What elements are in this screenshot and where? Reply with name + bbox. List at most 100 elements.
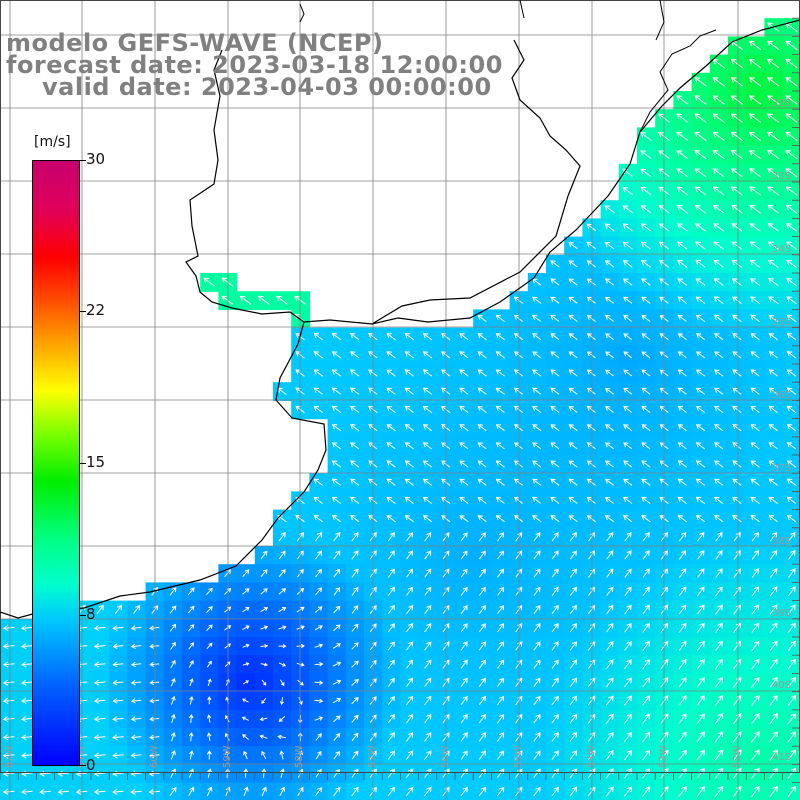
wind-arrow (495, 442, 505, 450)
wind-arrow (279, 697, 284, 706)
wind-arrow (624, 695, 632, 706)
wind-arrow (130, 788, 142, 795)
wind-arrow (422, 333, 433, 341)
wind-arrow (751, 640, 760, 652)
wind-arrow (551, 750, 559, 760)
wind-arrow (260, 625, 269, 630)
wind-arrow (787, 640, 796, 652)
wind-arrow (748, 58, 762, 69)
lon-label: 61W (76, 745, 87, 768)
wind-arrow (624, 550, 632, 560)
wind-arrow (331, 387, 342, 395)
wind-arrow (733, 622, 742, 633)
wind-arrow (478, 732, 486, 742)
wind-arrow (767, 223, 779, 232)
wind-arrow (351, 623, 359, 632)
wind-arrow (459, 369, 469, 377)
wind-arrow (351, 532, 359, 542)
wind-arrow (677, 314, 687, 322)
wind-arrow (533, 586, 541, 596)
wind-arrow (406, 550, 414, 560)
wind-arrow (550, 442, 560, 450)
wind-arrow (93, 734, 106, 741)
wind-arrow (460, 532, 468, 542)
wind-arrow (333, 786, 341, 797)
wind-arrow (731, 223, 743, 232)
wind-arrow (315, 750, 322, 760)
wind-arrow (533, 568, 541, 578)
wind-arrow (697, 550, 705, 560)
wind-arrow (768, 496, 778, 505)
wind-arrow (586, 405, 596, 413)
lon-label: 56W (440, 745, 451, 768)
wind-arrow (749, 223, 761, 232)
wind-arrow (768, 478, 778, 486)
wind-arrow (768, 515, 778, 523)
wind-arrow (697, 532, 705, 542)
lon-label: 60W (149, 745, 160, 768)
wind-arrow (351, 678, 359, 686)
wind-arrow (642, 586, 650, 597)
wind-arrow (349, 387, 360, 395)
wind-arrow (460, 641, 468, 651)
coastline (0, 0, 800, 619)
wind-arrow (169, 605, 177, 614)
wind-arrow (730, 58, 743, 69)
wind-arrow (112, 661, 124, 668)
wind-arrow (21, 679, 33, 686)
wind-arrow (694, 131, 707, 142)
wind-arrow (730, 186, 743, 196)
lagoon-outline (639, 29, 717, 133)
model-title: modelo GEFS-WAVE (NCEP) (6, 29, 384, 57)
wind-arrow (406, 586, 414, 596)
wind-arrow (422, 387, 433, 395)
wind-arrow (788, 568, 796, 578)
wind-arrow (624, 659, 632, 669)
wind-arrow (786, 387, 797, 395)
wind-arrow (622, 278, 633, 286)
wind-arrow (677, 515, 687, 523)
wind-arrow (786, 405, 797, 414)
wind-arrow (640, 150, 652, 159)
wind-arrow (350, 496, 360, 504)
wind-arrow (604, 205, 615, 214)
wind-arrow (551, 568, 559, 578)
wind-arrow (606, 586, 614, 596)
wind-arrow (694, 77, 707, 87)
wind-arrow (641, 296, 651, 304)
wind-arrow (460, 677, 468, 687)
wind-arrow (786, 333, 797, 341)
wind-arrow (624, 640, 632, 651)
wind-arrow (424, 623, 432, 633)
wind-arrow (406, 604, 414, 615)
wind-arrow (586, 351, 596, 359)
wind-arrow (551, 586, 559, 596)
wind-arrow (350, 442, 360, 450)
wind-arrow (769, 749, 778, 761)
wind-arrow (314, 606, 323, 613)
wind-arrow (642, 731, 651, 743)
wind-arrow (550, 333, 560, 341)
wind-arrow (206, 750, 212, 760)
wind-arrow (21, 697, 33, 704)
wind-arrow (278, 532, 286, 542)
wind-arrow (93, 661, 106, 668)
wind-arrow (677, 369, 687, 377)
wind-arrow (478, 532, 486, 542)
wind-arrow (678, 658, 687, 670)
wind-arrow (733, 658, 742, 670)
wind-arrow (732, 442, 742, 450)
wind-arrow (676, 204, 688, 214)
wind-arrow (604, 424, 614, 432)
wind-arrow (641, 369, 651, 377)
wind-arrow (751, 767, 760, 779)
wind-arrow (787, 749, 797, 761)
wind-arrow (551, 532, 559, 542)
wind-arrow (751, 604, 760, 615)
wind-arrow (696, 676, 705, 688)
wind-arrow (495, 405, 505, 413)
wind-arrow (187, 587, 195, 596)
wind-arrow (732, 496, 742, 504)
wind-arrow (386, 405, 396, 413)
